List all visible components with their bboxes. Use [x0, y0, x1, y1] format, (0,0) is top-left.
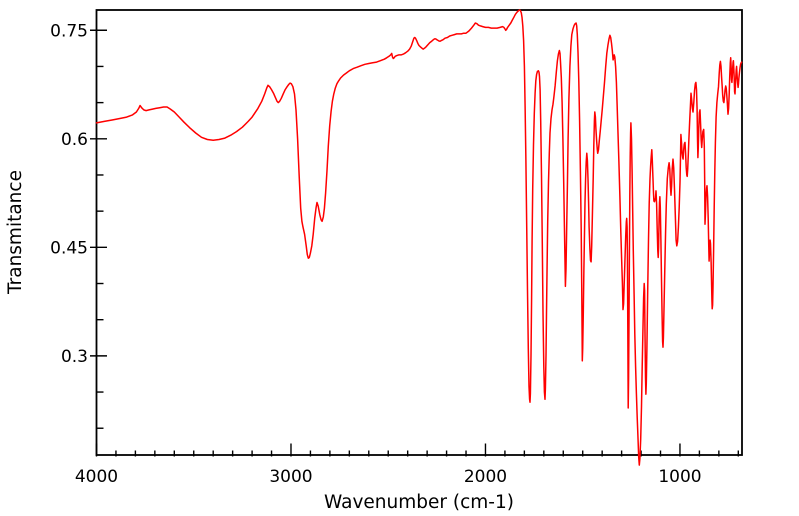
svg-text:3000: 3000: [269, 467, 312, 487]
spectrum-line: [95, 9, 743, 466]
svg-text:4000: 4000: [75, 467, 118, 487]
svg-text:0.75: 0.75: [50, 21, 88, 41]
axis-ticks: [90, 29, 740, 457]
svg-text:0.3: 0.3: [61, 347, 88, 367]
axes-frame: [95, 9, 743, 456]
svg-text:1000: 1000: [658, 467, 701, 487]
y-axis-label: Transmitance: [5, 170, 26, 295]
x-axis-label: Wavenumber (cm-1): [324, 492, 514, 513]
svg-text:0.6: 0.6: [61, 130, 88, 150]
tick-labels: 4000 3000 2000 1000 0.3 0.45 0.6 0.75: [50, 21, 701, 487]
svg-text:2000: 2000: [464, 467, 507, 487]
svg-text:0.45: 0.45: [50, 238, 88, 258]
